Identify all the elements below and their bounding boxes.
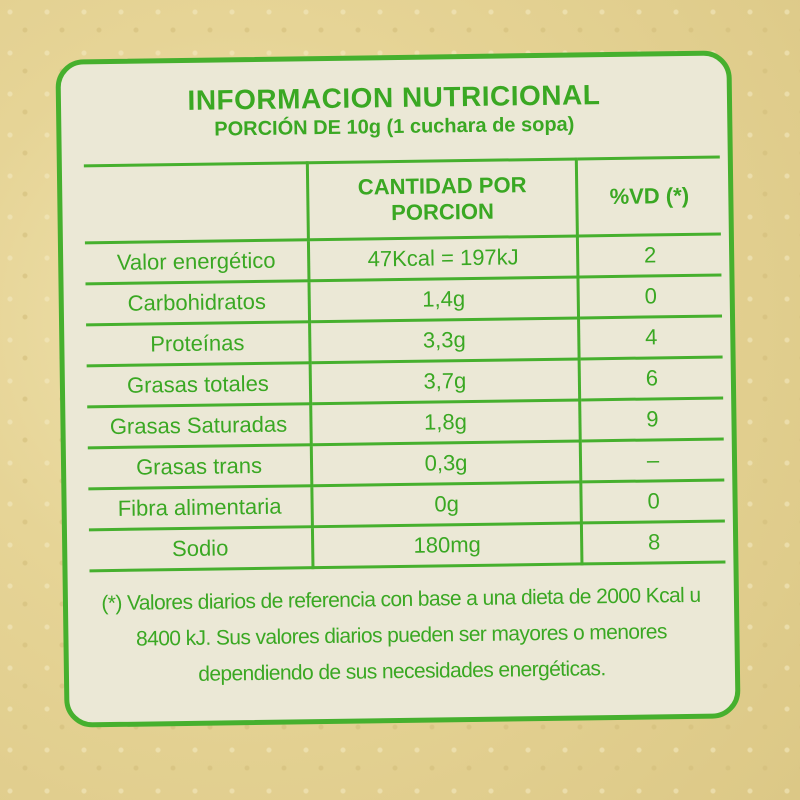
nutrient-amount: 0g <box>311 481 582 527</box>
nutrient-name: Grasas Saturadas <box>87 403 312 448</box>
nutrient-amount: 3,3g <box>309 317 580 363</box>
nutrient-vd: 6 <box>579 356 724 400</box>
nutrient-name: Grasas totales <box>86 362 311 407</box>
nutrient-vd: 8 <box>581 520 726 564</box>
nutrient-vd: 4 <box>578 315 723 359</box>
header-nutrient <box>83 162 309 243</box>
nutrient-name: Grasas trans <box>87 444 312 489</box>
nutrient-vd: – <box>580 438 725 482</box>
nutrition-label: INFORMACION NUTRICIONAL PORCIÓN DE 10g (… <box>55 50 741 728</box>
nutrient-amount: 1,4g <box>308 276 579 322</box>
header-vd: %VD (*) <box>576 156 721 236</box>
header-amount: CANTIDAD POR PORCION <box>307 158 578 240</box>
nutrient-vd: 9 <box>579 397 724 441</box>
nutrient-name: Proteínas <box>86 321 311 366</box>
nutrient-vd: 0 <box>580 479 725 523</box>
nutrient-vd: 2 <box>577 233 722 277</box>
nutrient-name: Carbohidratos <box>85 280 310 325</box>
nutrient-amount: 0,3g <box>311 440 581 486</box>
nutrient-amount: 3,7g <box>310 358 580 404</box>
nutrient-name: Fibra alimentaria <box>88 485 313 530</box>
nutrient-amount: 1,8g <box>310 399 581 445</box>
nutrient-amount: 180mg <box>312 522 582 568</box>
footnote: (*) Valores diarios de referencia con ba… <box>101 583 701 686</box>
table-row: Sodio 180mg 8 <box>88 520 726 571</box>
nutrient-name: Valor energético <box>84 239 309 284</box>
nutrient-vd: 0 <box>577 274 723 318</box>
nutrition-table: CANTIDAD POR PORCION %VD (*) Valor energ… <box>83 155 726 572</box>
nutrient-amount: 47Kcal = 197kJ <box>308 235 578 281</box>
nutrient-name: Sodio <box>88 526 313 571</box>
table-header-row: CANTIDAD POR PORCION %VD (*) <box>83 156 721 243</box>
